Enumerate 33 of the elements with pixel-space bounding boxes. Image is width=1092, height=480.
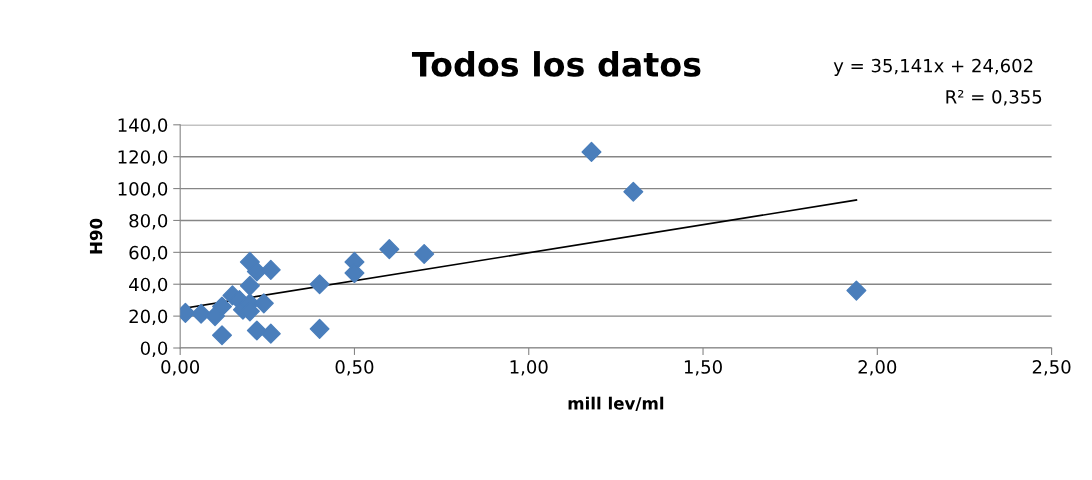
y-tick-label: 120,0 <box>118 150 168 166</box>
text: R² = 0,355 <box>946 89 1042 106</box>
x-tick-label: 0,50 <box>335 360 374 376</box>
y-tick-label: 140,0 <box>118 118 168 134</box>
x-tick-label: 1,50 <box>684 360 722 376</box>
y-tick-label: 0,0 <box>140 341 168 357</box>
text: y = 35,141x + 24,602 <box>833 58 1033 76</box>
x-tick-label: 2,50 <box>1032 360 1071 376</box>
point <box>379 239 400 260</box>
point <box>846 280 867 301</box>
point <box>414 243 435 264</box>
x-tick-label: 0,00 <box>161 360 200 376</box>
y-tick-label: 80,0 <box>129 213 168 230</box>
x-axis-title: mill lev/ml <box>568 396 664 411</box>
x-tick-label: 2,00 <box>858 360 897 376</box>
y-tick-label: 100,0 <box>118 182 168 198</box>
point <box>211 325 233 346</box>
point <box>309 274 330 295</box>
chart-title: Todos los datos <box>411 51 701 77</box>
point <box>309 318 330 339</box>
y-axis-title: H90 <box>89 218 103 254</box>
x-tick-label: 1,00 <box>510 360 548 376</box>
point <box>581 141 602 162</box>
y-tick-label: 60,0 <box>129 245 168 262</box>
point <box>260 259 281 280</box>
point <box>623 181 644 202</box>
point <box>239 275 260 296</box>
point <box>260 323 281 344</box>
point <box>191 303 212 324</box>
point <box>211 296 233 317</box>
y-tick-label: 20,0 <box>129 309 168 326</box>
point <box>253 293 274 314</box>
y-tick-label: 40,0 <box>129 277 168 294</box>
